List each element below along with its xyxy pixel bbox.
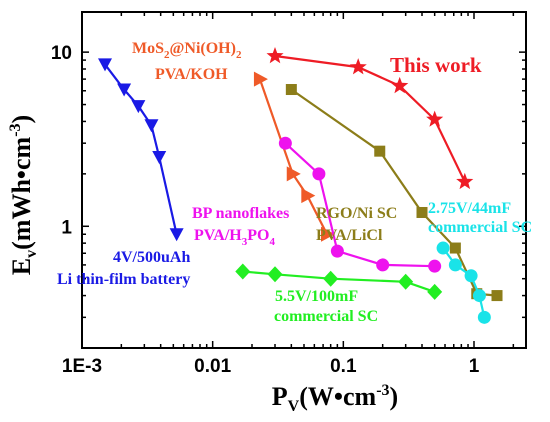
data-point [301,188,316,204]
annotations: MoS2@Ni(OH)2 PVA/KOH This work BP nanoflake… [57,40,532,325]
x-tick-label: 0.1 [330,356,357,377]
annotation-label: PVA/KOH [155,66,228,83]
series-2-75v-44mf-commercial-sc [436,241,491,324]
data-point [253,71,268,87]
x-tick-label: 0.01 [194,356,231,377]
data-point [472,289,486,303]
data-point [169,228,184,242]
data-point [131,100,146,114]
data-point [330,244,344,258]
axis-ticks: 1E-3 0.01 0.1 1 1 10 [51,12,526,377]
y-tick-label: 10 [51,43,72,64]
data-point [376,258,390,272]
data-point [285,84,297,96]
annotation-label: Li thin-film battery [57,271,190,288]
data-point [321,226,336,242]
data-point [449,242,461,254]
data-point [491,290,503,302]
annotation-label: commercial SC [274,308,378,325]
annotation-label: commercial SC [428,219,532,236]
data-point [427,283,443,300]
data-point [436,241,450,255]
annotation-label: 2.75V/44mF [428,200,511,217]
data-point [323,270,339,287]
data-point [391,76,409,94]
data-point [477,310,491,324]
y-axis-title: Ev(mWh•cm-3) [7,115,40,275]
data-point [278,136,292,150]
x-axis-title: PV(W•cm-3) [272,382,398,415]
data-series [98,47,503,324]
series-pva-licl [285,84,503,302]
data-point [117,83,132,97]
series-pva-h3po4 [278,136,442,273]
data-point [235,263,251,280]
data-point [416,206,428,218]
data-point [152,150,167,164]
y-tick-label: 1 [61,217,72,238]
annotation-label: 5.5V/100mF [275,288,358,305]
series-line [258,78,328,235]
data-point [144,119,159,133]
annotation-label: This work [390,53,482,77]
annotation-label: PVA/H3PO4 [194,227,275,248]
series-5-5v-100mf-commercial-sc [235,263,443,300]
annotation-label: 4V/500uAh [113,249,190,266]
data-point [374,145,386,157]
data-point [286,166,301,182]
data-point [266,47,284,64]
x-tick-label: 1 [469,356,480,377]
annotation-label: RGO/Ni SC [316,205,397,222]
data-point [426,110,444,127]
data-point [398,273,414,290]
series-line [104,63,178,235]
annotation-label: PVA/LiCl [316,227,383,244]
data-point [98,58,113,72]
data-point [267,266,283,283]
data-point [428,259,442,273]
data-point [456,172,474,190]
series-4v-500uah-li-thin-film-battery [98,58,184,242]
series-pva-koh [253,71,336,242]
annotation-label: MoS2@Ni(OH)2 [132,40,242,61]
x-tick-label: 1E-3 [62,356,102,377]
data-point [349,58,367,75]
annotation-label: BP nanoflakes [192,205,289,222]
data-point [448,258,462,272]
series-line [442,247,486,318]
data-point [464,269,478,283]
data-point [312,167,326,181]
series-this-work [266,47,474,190]
